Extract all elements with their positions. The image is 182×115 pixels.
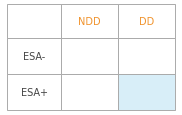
Bar <box>118 5 175 38</box>
Text: DD: DD <box>139 17 154 26</box>
Bar <box>7 38 61 74</box>
Text: ESA-: ESA- <box>23 52 45 61</box>
Bar <box>7 74 61 110</box>
Bar <box>118 74 175 110</box>
Text: ESA+: ESA+ <box>21 87 48 97</box>
Bar <box>118 38 175 74</box>
Bar <box>7 5 61 38</box>
Bar <box>61 5 118 38</box>
Bar <box>61 74 118 110</box>
Bar <box>61 38 118 74</box>
Text: NDD: NDD <box>78 17 101 26</box>
